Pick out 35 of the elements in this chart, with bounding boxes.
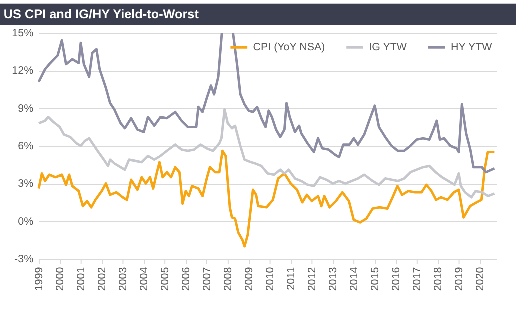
y-tick-label: 3% [18, 178, 34, 190]
y-tick-label: 0% [18, 216, 34, 228]
y-tick-label: 12% [12, 65, 34, 78]
line-series [38, 108, 496, 199]
x-tick-label: 2018 [432, 267, 444, 292]
x-tick-label: 2020 [474, 267, 486, 292]
x-tick-label: 2014 [348, 267, 360, 292]
x-tick-label: 2001 [75, 267, 88, 292]
y-tick-label: 9% [18, 102, 34, 115]
x-tick-label: 2009 [243, 267, 256, 292]
legend-label: CPI (YoY NSA) [253, 41, 326, 54]
x-tick-label: 2016 [390, 267, 402, 292]
y-tick-label: 15% [12, 27, 34, 40]
x-tick-label: 2011 [285, 267, 298, 290]
x-tick-label: 2006 [180, 267, 192, 292]
x-tick-label: 2007 [201, 267, 214, 292]
x-tick-label: 2013 [327, 267, 340, 292]
x-tick-label: 2012 [306, 267, 318, 292]
legend-label: HY YTW [450, 41, 494, 54]
y-tick-label: 6% [18, 140, 34, 152]
x-tick-label: 2004 [138, 267, 150, 292]
x-tick-label: 2000 [54, 267, 66, 292]
x-tick-label: 1999 [33, 267, 46, 292]
x-tick-label: 2010 [264, 267, 276, 292]
chart-title: US CPI and IG/HY Yield-to-Worst [4, 7, 200, 22]
x-tick-label: 2015 [369, 267, 382, 292]
x-tick-label: 2002 [96, 267, 108, 292]
legend-label: IG YTW [369, 41, 408, 54]
x-tick-label: 2003 [117, 267, 130, 292]
x-tick-label: 2019 [453, 267, 466, 292]
y-tick-label: -3% [14, 253, 34, 266]
line-series [38, 150, 496, 248]
x-tick-label: 2005 [159, 267, 172, 292]
x-tick-label: 2017 [411, 267, 424, 292]
x-tick-label: 2008 [222, 267, 234, 292]
